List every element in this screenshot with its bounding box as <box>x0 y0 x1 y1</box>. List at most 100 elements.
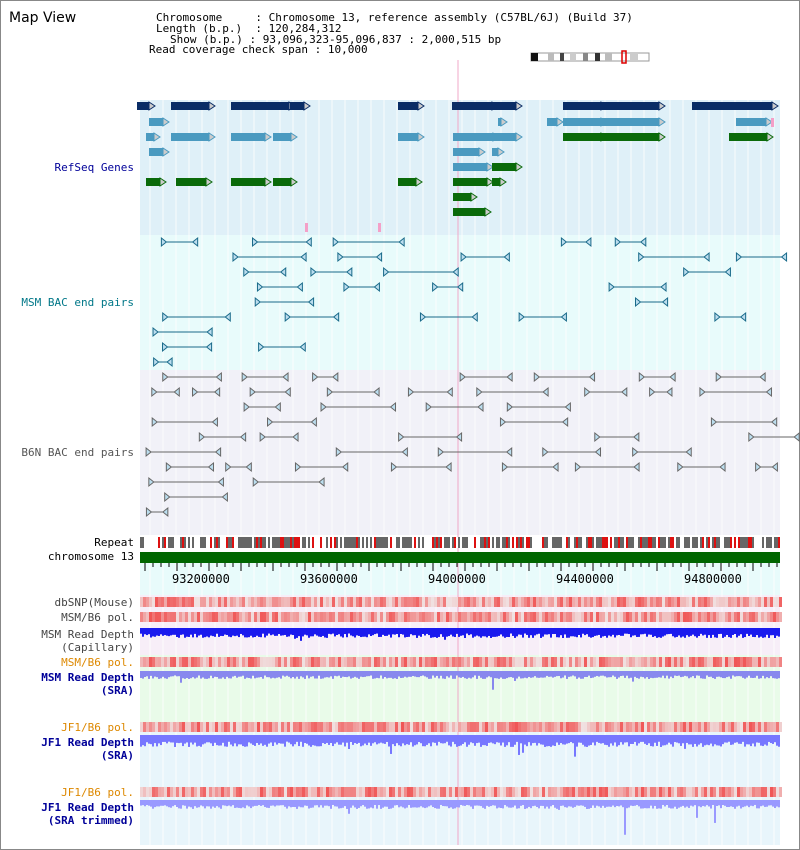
read-depth-bar <box>336 735 338 743</box>
read-depth-bar <box>396 628 398 634</box>
read-depth-bar <box>650 628 652 635</box>
read-depth-bar <box>532 628 534 638</box>
read-depth-bar <box>704 735 706 746</box>
read-depth-bar <box>550 735 552 747</box>
repeat-segment <box>338 537 340 548</box>
bac-end-arrow <box>765 386 772 398</box>
polymorphism-cell <box>611 597 614 607</box>
polymorphism-cell <box>290 597 293 607</box>
bac-end-arrow <box>241 371 248 383</box>
polymorphism-cell <box>521 787 524 797</box>
polymorphism-cell <box>647 722 650 732</box>
bac-end-arrow <box>320 401 327 413</box>
read-depth-bar <box>432 800 434 808</box>
repeat-segment <box>688 537 690 548</box>
read-depth-bar <box>566 735 568 744</box>
polymorphism-cell <box>434 597 437 607</box>
polymorphism-cell <box>413 657 416 667</box>
polymorphism-cell <box>545 657 548 667</box>
polymorphism-cell <box>527 722 530 732</box>
polymorphism-cell <box>488 597 491 607</box>
polymorphism-cell <box>653 657 656 667</box>
polymorphism-cell <box>593 597 596 607</box>
polymorphism-cell <box>749 612 752 622</box>
read-depth-bar <box>542 671 544 678</box>
read-depth-bar <box>212 735 214 746</box>
polymorphism-cell <box>632 597 635 607</box>
read-depth-bar <box>678 628 680 636</box>
polymorphism-cell <box>278 722 281 732</box>
repeat-segment <box>280 537 282 548</box>
polymorphism-cell <box>677 612 680 622</box>
polymorphism-cell <box>377 722 380 732</box>
polymorphism-cell <box>560 722 563 732</box>
read-depth-bar <box>400 800 402 807</box>
repeat-segment <box>328 537 330 548</box>
read-depth-bar <box>412 735 414 747</box>
repeat-segment <box>538 537 540 548</box>
repeat-segment <box>654 537 656 548</box>
polymorphism-cell <box>263 657 266 667</box>
polymorphism-cell <box>656 597 659 607</box>
read-depth-bar <box>590 735 592 745</box>
read-depth-bar <box>608 628 610 636</box>
polymorphism-cell <box>518 657 521 667</box>
bac-end-arrow <box>239 431 247 443</box>
polymorphism-cell <box>713 657 716 667</box>
read-depth-bar <box>388 671 390 678</box>
read-depth-bar <box>622 735 624 745</box>
polymorphism-cell <box>740 722 743 732</box>
polymorphism-cell <box>146 612 149 622</box>
read-depth-bar <box>626 800 628 809</box>
repeat-segment <box>154 537 156 548</box>
polymorphism-cell <box>539 657 542 667</box>
read-depth-bar <box>752 800 754 807</box>
read-depth-bar <box>620 735 622 743</box>
repeat-segment <box>544 537 546 548</box>
read-depth-bar <box>272 735 274 746</box>
read-depth-bar <box>158 800 160 807</box>
bac-end-arrow <box>401 446 408 458</box>
polymorphism-cell <box>368 787 371 797</box>
polymorphism-cell <box>617 722 620 732</box>
polymorphism-cell <box>302 787 305 797</box>
repeat-segment <box>578 537 580 548</box>
read-depth-bar <box>276 671 278 678</box>
polymorphism-cell <box>329 787 332 797</box>
read-depth-bar <box>340 671 342 678</box>
polymorphism-cell <box>596 657 599 667</box>
read-depth-bar <box>434 628 436 638</box>
polymorphism-cell <box>635 722 638 732</box>
read-depth-bar <box>688 671 690 679</box>
repeat-segment <box>196 537 198 548</box>
read-depth-bar <box>420 735 422 744</box>
read-depth-bar <box>422 628 424 635</box>
read-depth-bar <box>762 628 764 638</box>
read-depth-bar <box>724 800 726 806</box>
polymorphism-cell <box>221 612 224 622</box>
read-depth-bar <box>668 735 670 743</box>
bac-end-arrow <box>560 236 568 248</box>
read-depth-bar <box>208 735 210 743</box>
read-depth-bar <box>174 628 176 635</box>
read-depth-bar <box>350 671 352 679</box>
repeat-segment <box>582 537 584 548</box>
polymorphism-cell <box>497 612 500 622</box>
read-depth-bar <box>484 800 486 809</box>
gene-exon <box>146 178 160 186</box>
read-depth-bar <box>250 628 252 636</box>
read-depth-bar <box>190 735 192 743</box>
read-depth-bar <box>766 735 768 746</box>
read-depth-bar <box>564 800 566 808</box>
read-depth-bar <box>416 800 418 808</box>
polymorphism-cell <box>218 722 221 732</box>
polymorphism-cell <box>230 722 233 732</box>
polymorphism-cell <box>485 597 488 607</box>
read-depth-bar <box>614 628 616 638</box>
read-depth-bar <box>182 735 184 747</box>
polymorphism-cell <box>422 612 425 622</box>
polymorphism-cell <box>491 657 494 667</box>
repeat-segment <box>628 537 630 548</box>
read-depth-bar <box>360 628 362 638</box>
